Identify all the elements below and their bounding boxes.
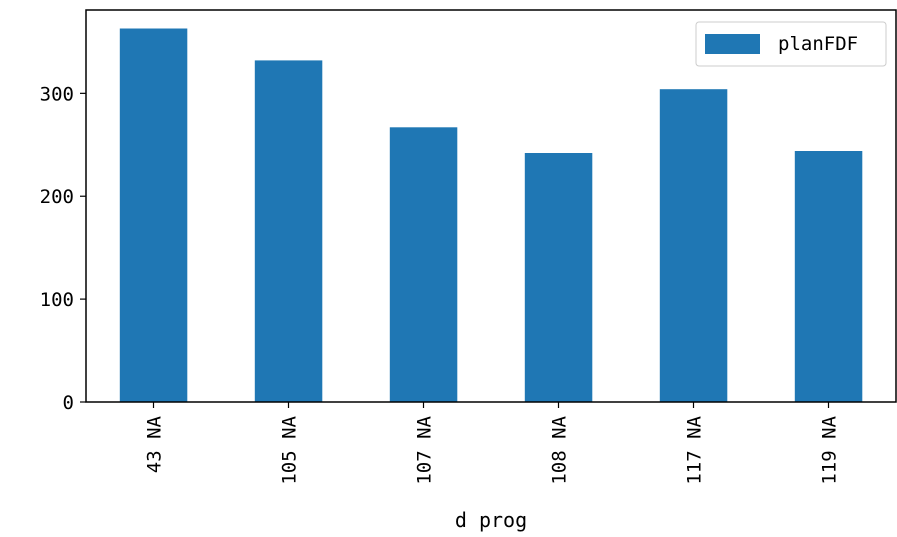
y-tick-label: 200 [40, 186, 74, 208]
x-tick-label: 108 NA [549, 415, 571, 484]
bar-43-na [119, 28, 188, 402]
bar-117-na [659, 89, 728, 402]
legend-swatch [705, 34, 760, 54]
y-axis: 0 100 200 300 [40, 83, 86, 414]
x-tick-label: 117 NA [684, 415, 706, 484]
bar-105-na [254, 60, 323, 403]
legend-box [695, 21, 887, 67]
bar-108-na [524, 153, 593, 402]
x-axis: 43 NA 105 NA 107 NA 108 NA 117 NA 119 NA [144, 402, 841, 485]
x-tick-label: 105 NA [279, 415, 301, 484]
y-tick-label: 300 [40, 83, 74, 105]
y-tick-label: 0 [63, 392, 74, 414]
legend-label: planFDF [778, 33, 858, 55]
bars-group [119, 28, 863, 403]
x-tick-label: 107 NA [414, 415, 436, 484]
plot-frame [85, 9, 897, 403]
bar-119-na [794, 151, 863, 402]
bar-107-na [389, 127, 458, 403]
x-axis-title: d prog [455, 508, 527, 532]
y-tick-label: 100 [40, 289, 74, 311]
x-tick-label: 43 NA [144, 415, 166, 473]
legend: planFDF [695, 21, 887, 67]
x-tick-label: 119 NA [819, 415, 841, 484]
